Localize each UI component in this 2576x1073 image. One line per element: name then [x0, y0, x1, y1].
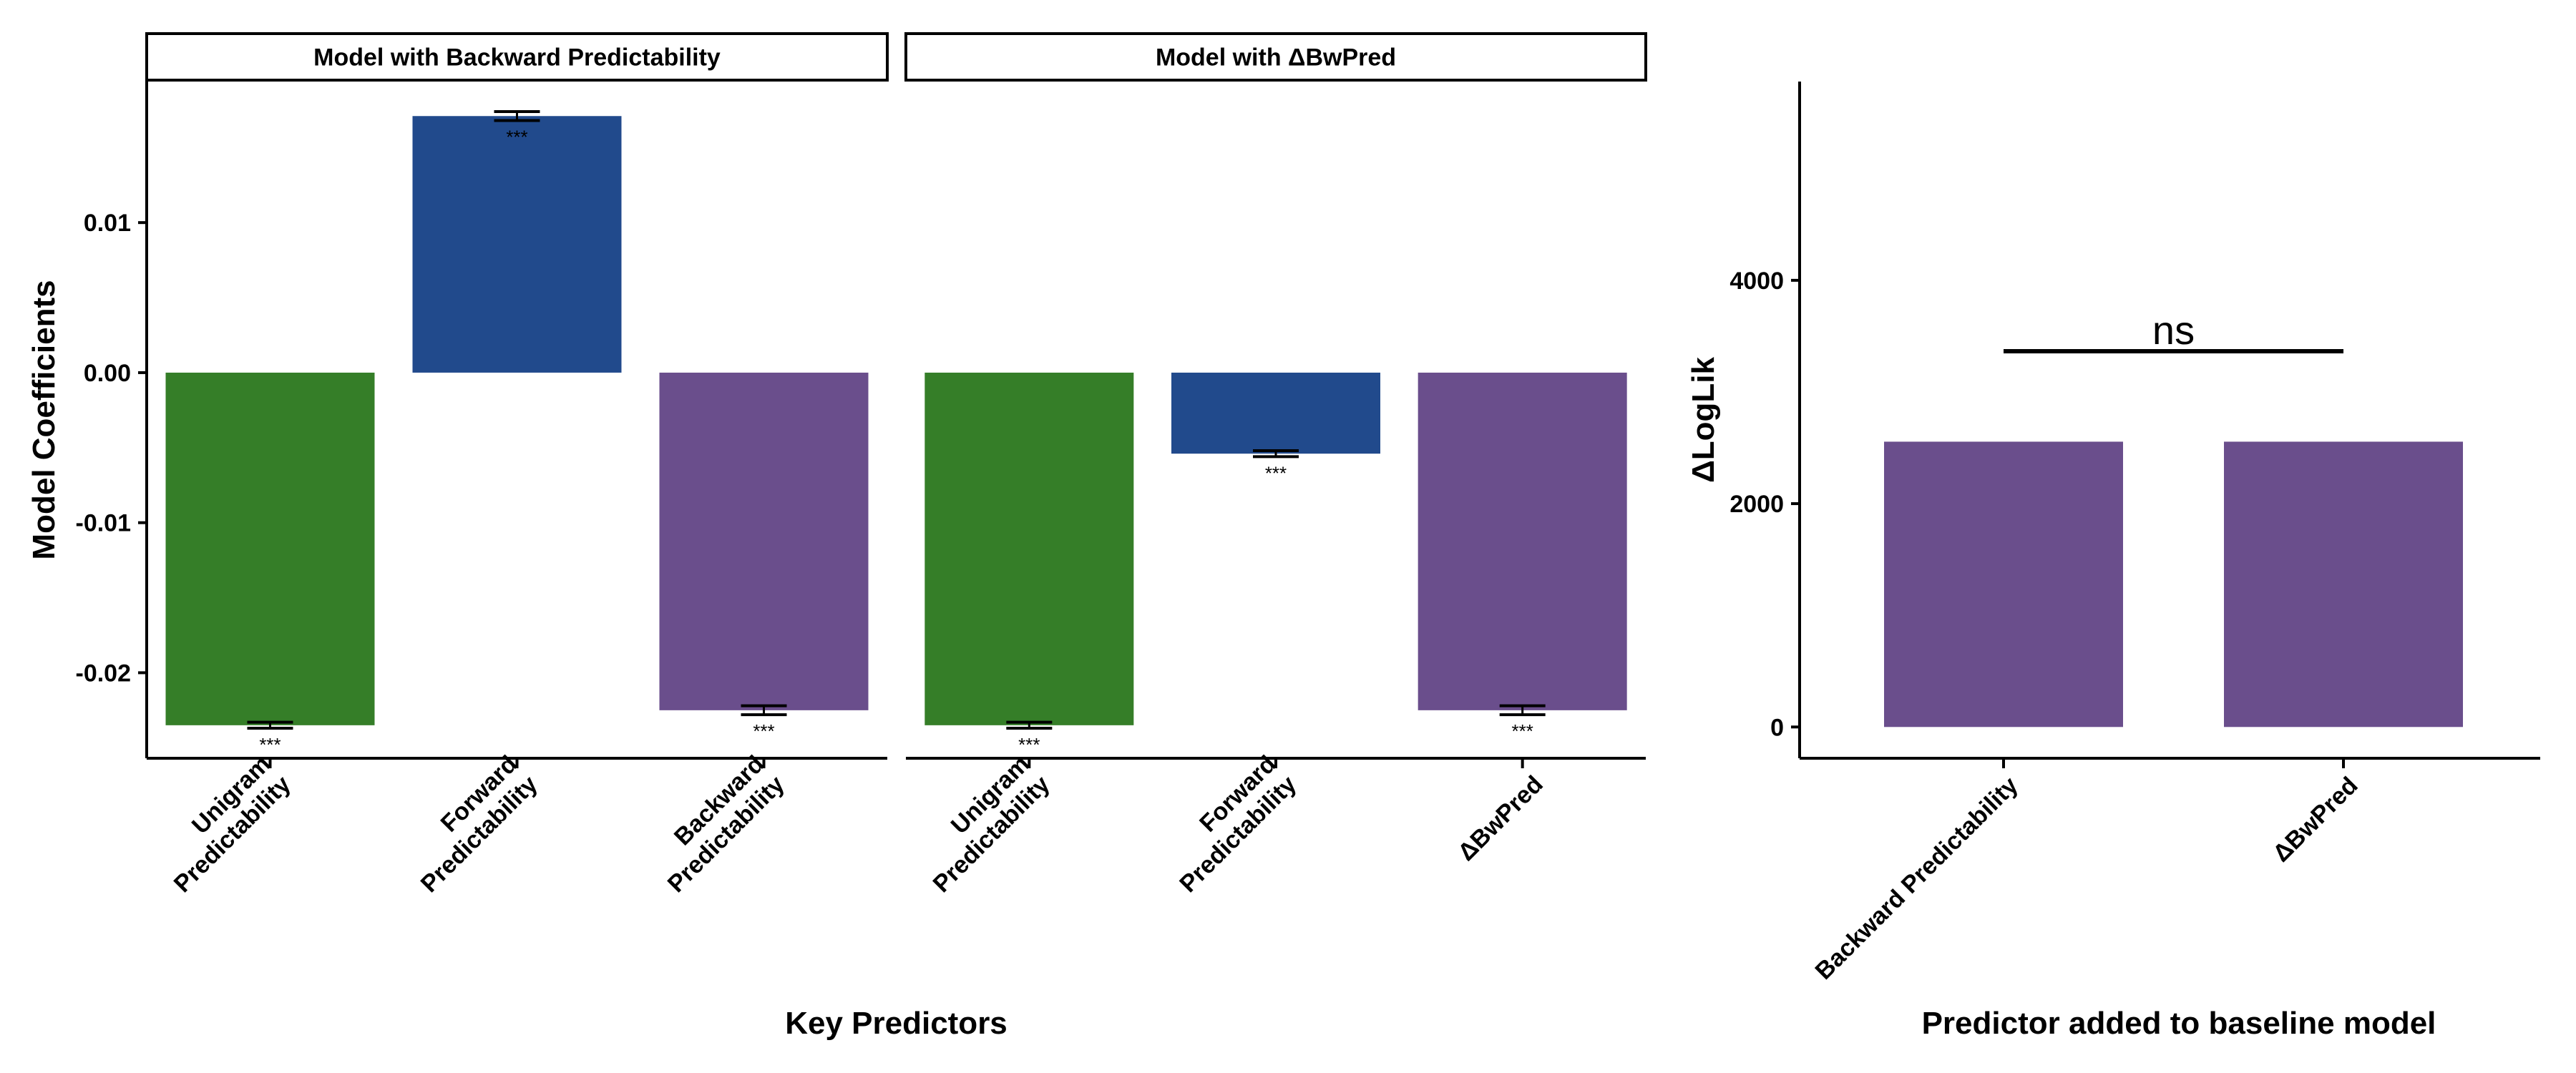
y-tick-label: 4000	[1729, 268, 1784, 295]
bar	[1171, 372, 1380, 454]
y-tick-label: 2000	[1729, 491, 1784, 518]
bar	[2224, 441, 2463, 727]
y-tick-label: 0.00	[84, 360, 131, 387]
x-tick-label-line: ΔBwPred	[1453, 770, 1548, 866]
y-tick-label: -0.01	[76, 510, 132, 537]
y-tick-label: 0	[1770, 714, 1784, 741]
y-axis-title: Model Coefficients	[26, 280, 62, 559]
x-axis-title: Predictor added to baseline model	[1922, 1006, 2436, 1041]
bar	[659, 372, 869, 710]
x-tick-label: BackwardPredictability	[643, 750, 790, 898]
x-tick-label: UnigramPredictability	[149, 750, 296, 898]
bar	[412, 116, 622, 373]
significance-label: ***	[753, 720, 774, 742]
bar	[165, 372, 375, 725]
bar	[1418, 372, 1627, 710]
loglik-chart: Backward Predictability ΔBwPred ns 0 2000 400…	[1686, 82, 2540, 1041]
y-tick-label: 0.01	[84, 210, 131, 237]
y-tick-label: -0.02	[76, 660, 132, 687]
facet-strip	[145, 32, 889, 82]
significance-label: ***	[1265, 462, 1287, 484]
significance-label: ***	[1018, 734, 1040, 755]
x-tick-label: ΔBwPred	[2268, 772, 2363, 868]
bar	[924, 372, 1134, 725]
x-axis-title: Key Predictors	[785, 1006, 1008, 1041]
x-tick-label: ΔBwPred	[1453, 770, 1548, 866]
bar	[1884, 441, 2123, 727]
x-tick-label: ForwardPredictability	[396, 750, 543, 898]
facet-title: Model with ΔBwPred	[1156, 44, 1396, 72]
facet-strip	[904, 32, 1647, 82]
significance-label: ***	[1511, 720, 1533, 742]
facet-title: Model with Backward Predictability	[313, 44, 721, 72]
comparison-label: ns	[2152, 308, 2195, 353]
significance-label: ***	[506, 127, 527, 148]
y-axis-title: ΔLogLik	[1686, 357, 1721, 483]
x-tick-label: UnigramPredictability	[907, 750, 1055, 898]
x-tick-label: ForwardPredictability	[1154, 750, 1302, 898]
significance-label: ***	[259, 734, 280, 755]
x-tick-label: Backward Predictability	[1810, 772, 2024, 985]
coefficients-chart: Model with Backward Predictability***Uni…	[26, 32, 1647, 1041]
